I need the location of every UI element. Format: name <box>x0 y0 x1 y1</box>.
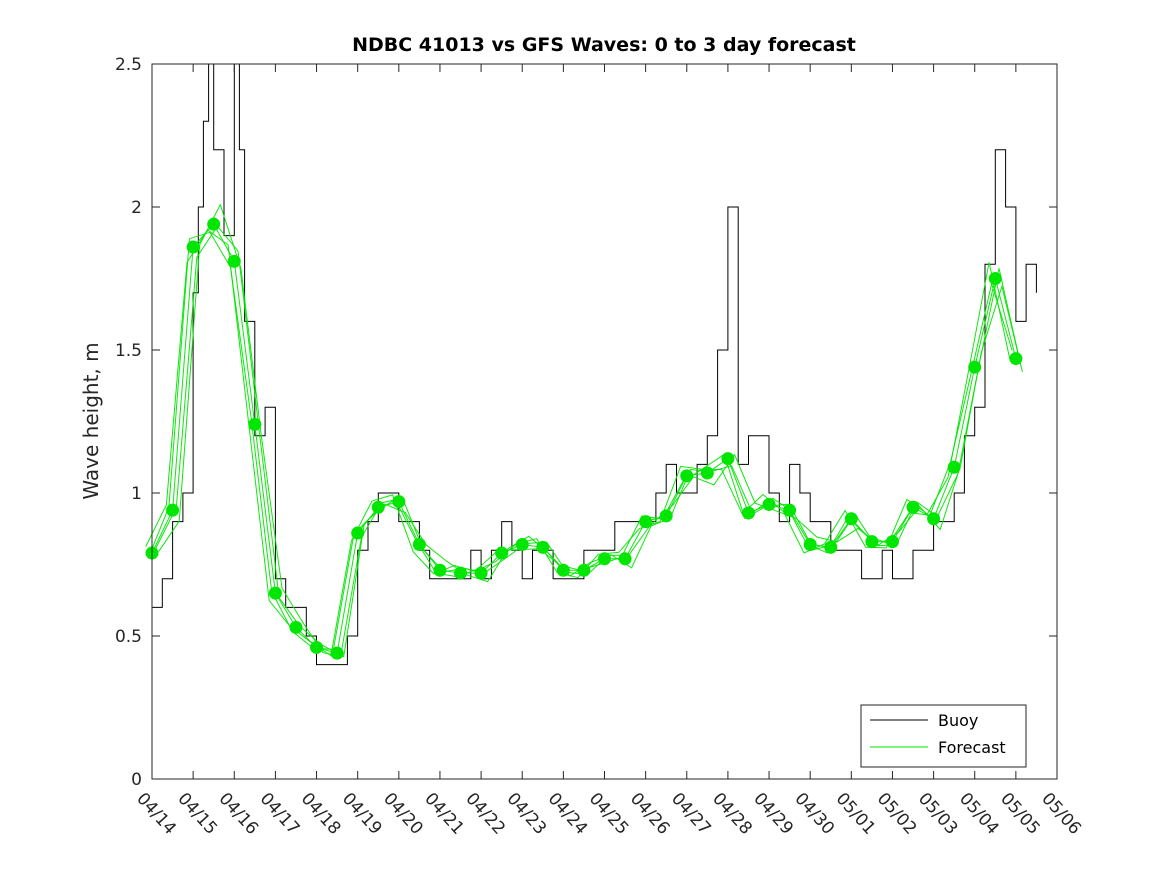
forecast-point <box>577 563 591 577</box>
forecast-series <box>145 203 1023 660</box>
legend-forecast-label: Forecast <box>938 738 1006 757</box>
legend: Buoy Forecast <box>860 704 1027 768</box>
forecast-point <box>392 495 406 509</box>
forecast-point <box>741 506 755 520</box>
chart-title: NDBC 41013 vs GFS Waves: 0 to 3 day fore… <box>352 34 856 56</box>
y-tick-label: 0 <box>131 770 142 790</box>
forecast-point <box>906 500 920 514</box>
legend-buoy-label: Buoy <box>938 711 978 730</box>
forecast-point <box>371 500 385 514</box>
forecast-point <box>536 540 550 554</box>
forecast-point <box>721 452 735 466</box>
forecast-point <box>515 537 529 551</box>
forecast-point <box>186 240 200 254</box>
forecast-point <box>454 566 468 580</box>
y-tick-label: 1 <box>131 484 142 504</box>
forecast-point <box>865 535 879 549</box>
y-axis-label: Wave height, m <box>79 342 103 499</box>
forecast-point <box>207 217 221 231</box>
forecast-point <box>227 254 241 268</box>
y-tick-label: 2 <box>131 198 142 218</box>
forecast-point <box>988 272 1002 285</box>
forecast-point <box>680 469 694 483</box>
forecast-point <box>968 360 982 374</box>
y-tick-label: 2.5 <box>115 55 142 75</box>
forecast-point <box>248 417 262 431</box>
forecast-point <box>268 586 282 600</box>
forecast-point <box>1009 352 1023 366</box>
forecast-point <box>351 526 365 540</box>
forecast-point <box>885 535 899 549</box>
forecast-point <box>844 512 858 526</box>
forecast-point <box>618 552 632 566</box>
forecast-point <box>412 537 426 551</box>
y-tick-label: 1.5 <box>115 341 142 361</box>
forecast-point <box>330 646 344 660</box>
forecast-point <box>639 515 653 529</box>
forecast-point <box>824 540 838 554</box>
forecast-point <box>783 503 797 517</box>
y-tick-label: 0.5 <box>115 627 142 647</box>
forecast-point <box>598 552 611 566</box>
forecast-point <box>659 509 673 523</box>
forecast-point <box>700 466 714 480</box>
forecast-point <box>927 512 941 526</box>
forecast-point <box>474 566 488 580</box>
forecast-point <box>556 563 570 577</box>
forecast-point <box>762 497 776 511</box>
forecast-point <box>166 503 180 517</box>
forecast-point <box>947 460 961 474</box>
legend-box <box>860 704 1027 768</box>
forecast-point <box>310 640 324 654</box>
forecast-point <box>803 537 817 551</box>
forecast-point <box>289 620 303 634</box>
forecast-point <box>495 546 509 560</box>
forecast-point <box>433 563 447 577</box>
